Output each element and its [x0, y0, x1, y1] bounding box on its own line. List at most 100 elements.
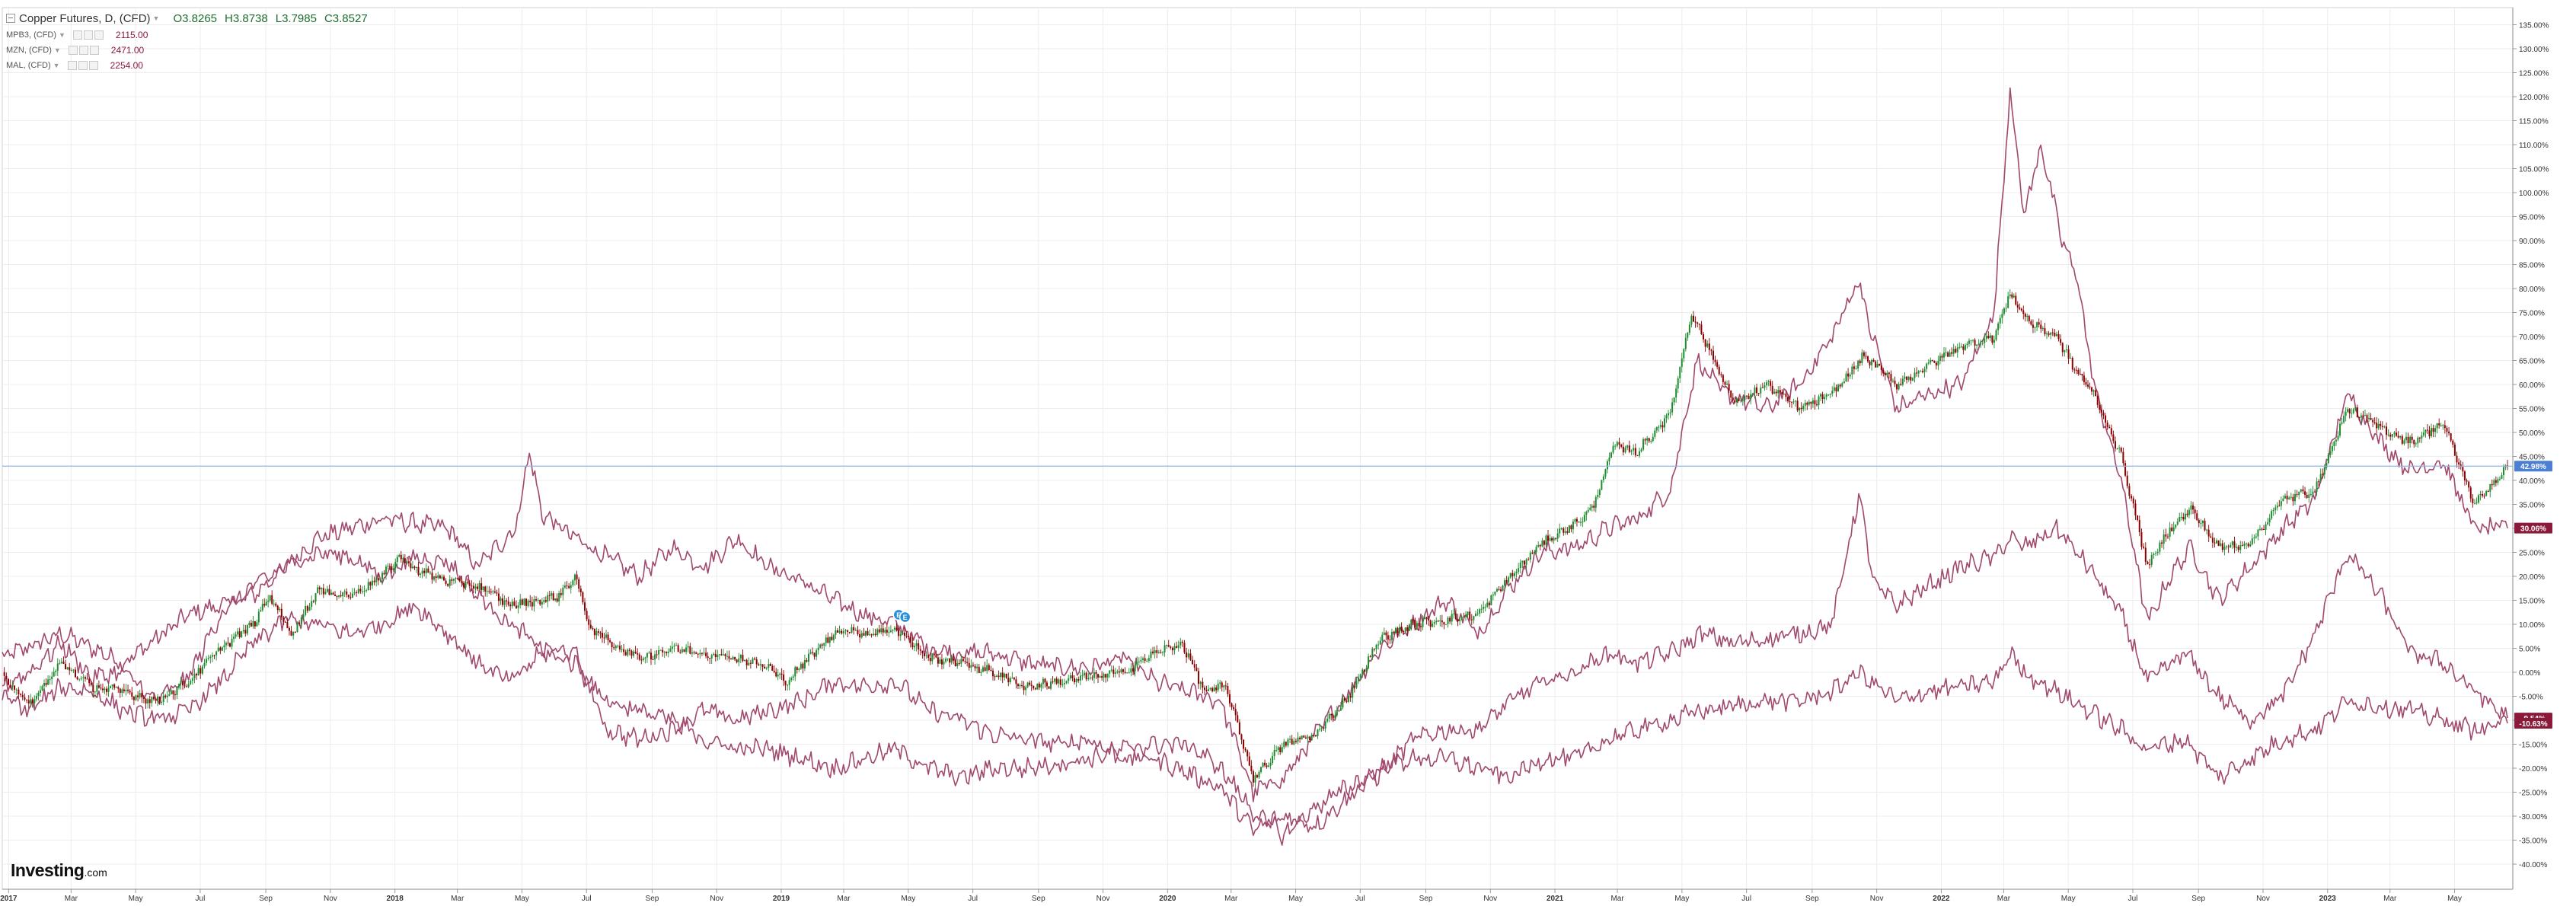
settings-icon[interactable] [83, 30, 93, 40]
chevron-down-icon[interactable]: ▼ [152, 14, 160, 22]
candle-body [2159, 542, 2161, 552]
compare-series-line[interactable] [2, 493, 2508, 836]
candle-body [1488, 602, 1490, 605]
settings-icon[interactable] [78, 61, 88, 70]
value-badge [2514, 717, 2552, 729]
candle-body [560, 592, 562, 595]
candle-body [857, 630, 859, 634]
candle-body [556, 598, 558, 602]
close-icon[interactable] [94, 30, 104, 40]
candle-body [2100, 410, 2102, 413]
candle-body [1764, 385, 1766, 388]
y-tick-label: 50.00% [2519, 429, 2545, 438]
candle-body [1901, 378, 1904, 385]
candle-body [1610, 452, 1613, 458]
x-tick-label: Sep [2191, 895, 2205, 903]
candle-body [939, 659, 941, 664]
main-series-title: Copper Futures, D, (CFD) [19, 11, 151, 25]
candle-body [1021, 684, 1023, 687]
candle-body [2263, 529, 2265, 531]
candle-body [1173, 646, 1176, 651]
candle-body [2201, 521, 2204, 524]
candle-body [41, 686, 43, 691]
settings-icon[interactable] [78, 46, 88, 55]
candle-body [1775, 391, 1777, 394]
candle-body [1480, 608, 1483, 610]
candle-body [579, 589, 582, 593]
candle-body [1943, 353, 1946, 358]
candle-body [365, 590, 368, 592]
candle-body [2150, 554, 2153, 565]
candle-body [1815, 404, 1818, 406]
candle-body [241, 631, 243, 637]
candle-body [1806, 402, 1808, 405]
candle-body [994, 676, 996, 678]
candle-body [2286, 496, 2288, 499]
candle-body [1652, 436, 1654, 442]
candle-body [1888, 372, 1890, 375]
candle-body [191, 678, 193, 681]
candle-body [2401, 435, 2403, 444]
candle-body [139, 693, 141, 697]
candle-body [878, 629, 880, 633]
candle-body [2011, 294, 2013, 298]
candle-body [2282, 498, 2284, 502]
candle-body [2463, 471, 2466, 480]
close-icon[interactable] [88, 61, 98, 70]
candle-body [978, 666, 980, 673]
candle-body [1122, 669, 1124, 672]
candle-body [1966, 343, 1968, 346]
candle-body [1349, 696, 1352, 698]
candle-body [1422, 619, 1424, 627]
candle-body [1009, 678, 1011, 683]
candle-body [817, 647, 819, 651]
candle-body [566, 585, 568, 587]
candle-body [1365, 668, 1368, 672]
candle-body [161, 701, 163, 703]
candle-body [828, 636, 831, 643]
candle-body [749, 662, 752, 664]
y-tick-label: 0.00% [2519, 669, 2540, 678]
compare-series-line[interactable] [2, 87, 2508, 802]
candle-body [806, 660, 808, 662]
chevron-down-icon[interactable]: ▼ [53, 46, 61, 54]
candle-body [1594, 497, 1597, 508]
candle-body [1291, 739, 1293, 745]
x-tick-label: Jul [582, 895, 592, 903]
candle-body [1962, 346, 1965, 350]
hide-icon[interactable] [72, 30, 82, 40]
candle-body [913, 646, 915, 648]
candle-body [1281, 747, 1283, 753]
candle-body [182, 681, 184, 686]
candle-body [654, 654, 656, 660]
candle-body [2383, 426, 2386, 428]
candle-body [1234, 709, 1237, 716]
candle-body [517, 605, 519, 608]
chevron-down-icon[interactable]: ▼ [53, 62, 60, 69]
compare-series-line[interactable] [2, 602, 2508, 846]
candle-body [2001, 314, 2003, 318]
candle-body [97, 685, 100, 688]
candle-body [1618, 442, 1620, 445]
collapse-icon[interactable] [6, 14, 15, 23]
candle-body [2182, 516, 2185, 520]
candle-body [2126, 475, 2128, 486]
candle-body [950, 659, 953, 663]
candle-body [458, 579, 461, 582]
close-icon[interactable] [89, 46, 99, 55]
candle-body [503, 600, 506, 605]
candle-body [1144, 658, 1146, 661]
event-marker[interactable] [899, 611, 911, 624]
y-tick-label: -35.00% [2519, 837, 2547, 846]
candle-body [1587, 509, 1589, 512]
candle-body [1044, 678, 1046, 683]
candle-body [1419, 626, 1422, 627]
x-tick-label: 2017 [0, 895, 18, 903]
hide-icon[interactable] [67, 61, 77, 70]
y-tick-label: 75.00% [2519, 310, 2545, 318]
candle-body [1275, 749, 1278, 751]
candle-body [911, 642, 914, 648]
chevron-down-icon[interactable]: ▼ [59, 31, 65, 39]
hide-icon[interactable] [68, 46, 78, 55]
